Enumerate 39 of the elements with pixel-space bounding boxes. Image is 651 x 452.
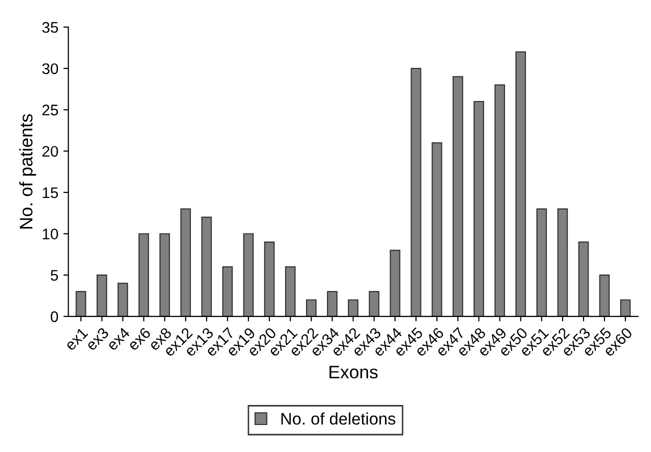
- bar: [243, 233, 254, 316]
- y-tick-label: 30: [42, 63, 58, 74]
- bar: [390, 250, 400, 316]
- y-axis-title: No. of patients: [19, 114, 36, 228]
- x-tick-label: ex1: [64, 327, 88, 352]
- x-axis-title: Exons: [330, 366, 378, 378]
- bar: [557, 208, 568, 316]
- bar: [201, 216, 212, 316]
- bar: [96, 274, 108, 316]
- bar: [494, 84, 506, 316]
- y-tick-label: 25: [42, 104, 58, 116]
- y-tick-label: 0: [50, 311, 58, 322]
- bar: [620, 299, 631, 316]
- bar: [599, 274, 610, 316]
- bar: [264, 241, 275, 316]
- bar: [76, 291, 86, 316]
- bar: [515, 51, 526, 316]
- bar: [159, 233, 170, 316]
- bar: [578, 241, 589, 316]
- bar: [180, 208, 191, 316]
- bar: [536, 208, 547, 316]
- bar: [474, 100, 484, 316]
- bar: [410, 68, 422, 316]
- bar: [368, 291, 380, 316]
- y-tick-label: 10: [42, 228, 58, 240]
- bar: [285, 266, 296, 316]
- bar: [138, 233, 150, 316]
- bar: [326, 291, 338, 316]
- legend-label: No. of deletions: [281, 412, 396, 425]
- bar: [222, 266, 233, 316]
- bar: [432, 142, 442, 316]
- y-tick-label: 5: [50, 270, 58, 281]
- y-tick-label: 20: [42, 146, 58, 157]
- y-tick-label: 15: [42, 187, 58, 198]
- bar: [118, 282, 128, 316]
- bar: [452, 76, 464, 316]
- bar: [306, 299, 317, 316]
- y-tick-label: 35: [42, 22, 58, 33]
- bar: [348, 299, 358, 316]
